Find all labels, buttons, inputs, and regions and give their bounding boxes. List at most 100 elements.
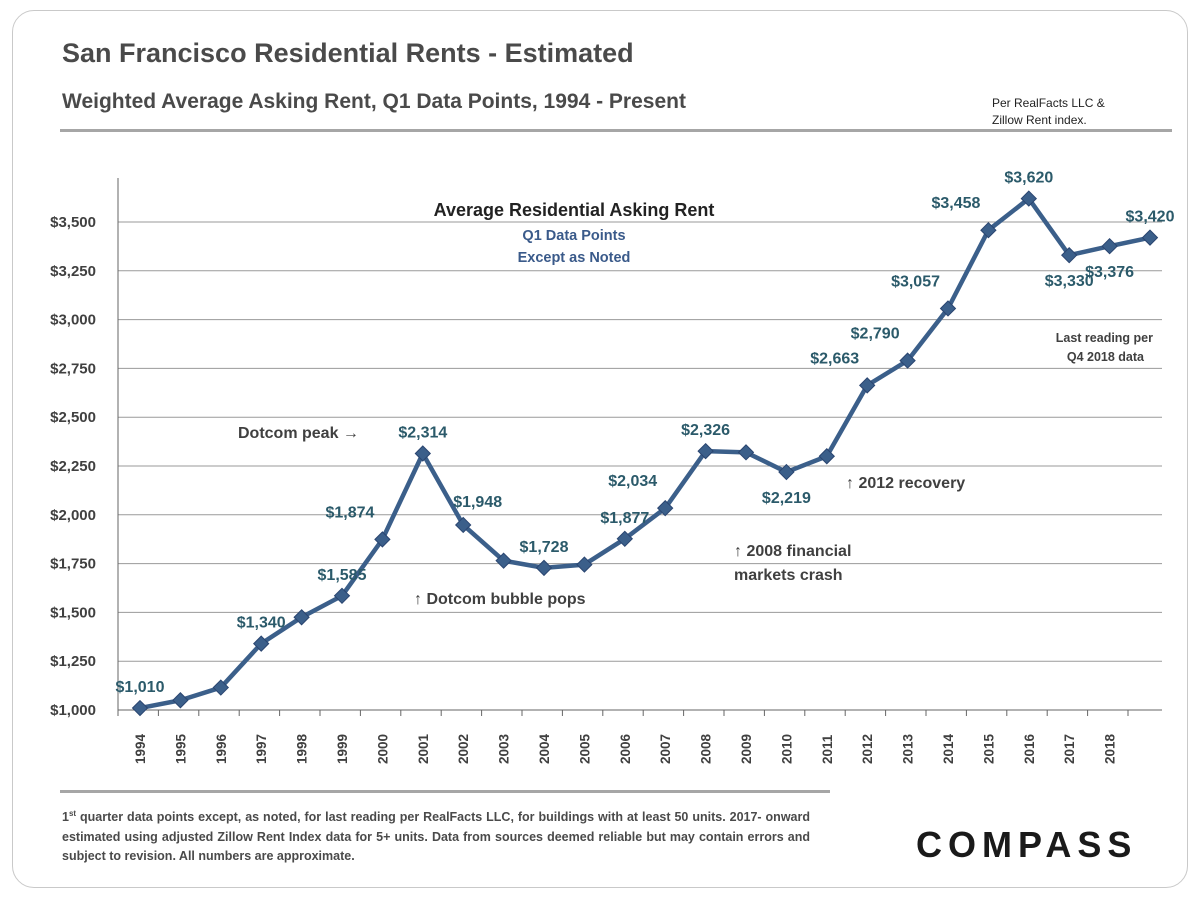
data-point-marker <box>576 556 593 573</box>
data-point-marker <box>252 635 270 652</box>
data-label: $3,330 <box>1045 273 1094 290</box>
data-label: $3,376 <box>1085 264 1134 281</box>
data-label: $1,948 <box>453 494 502 511</box>
data-point-marker <box>333 587 351 605</box>
x-tick-label: 2010 <box>779 734 794 764</box>
source-line-1: Per RealFacts LLC & <box>992 96 1105 110</box>
x-tick-label: 2017 <box>1062 734 1077 764</box>
data-label: $1,877 <box>600 510 649 527</box>
x-tick-label: 2015 <box>981 733 996 764</box>
data-point-marker <box>616 530 634 548</box>
x-tick-label: 2005 <box>577 733 592 764</box>
x-tick-label: 2002 <box>456 734 471 764</box>
y-tick-label: $3,500 <box>50 214 96 231</box>
footnote: 1st quarter data points except, as noted… <box>62 804 810 867</box>
x-tick-label: 2001 <box>416 733 431 764</box>
data-point-marker <box>1141 229 1159 246</box>
x-tick-label: 2006 <box>618 733 633 764</box>
header-divider <box>60 129 1172 132</box>
x-tick-label: 2014 <box>941 733 956 764</box>
y-tick-label: $1,250 <box>50 653 96 670</box>
y-tick-label: $3,000 <box>50 312 96 329</box>
data-label: $3,620 <box>1004 170 1053 187</box>
footer-divider <box>60 790 830 793</box>
x-tick-label: 2018 <box>1103 733 1118 764</box>
data-point-marker <box>818 448 836 465</box>
data-label: $3,420 <box>1126 209 1175 226</box>
annotation-2008-crash: ↑ 2008 financial <box>734 543 851 560</box>
annotation-last-reading: Q4 2018 data <box>1067 350 1145 364</box>
y-tick-label: $2,500 <box>50 409 96 426</box>
x-tick-label: 2000 <box>375 734 390 764</box>
footnote-sup: st <box>68 809 77 818</box>
x-tick-label: 2011 <box>820 734 835 764</box>
data-point-marker <box>939 300 957 317</box>
x-tick-label: 2012 <box>860 734 875 764</box>
data-point-marker <box>454 516 472 534</box>
slide-card <box>12 10 1188 888</box>
data-label: $3,057 <box>891 273 940 290</box>
data-point-marker <box>212 679 230 696</box>
data-point-marker <box>535 559 553 577</box>
y-tick-label: $2,000 <box>50 507 96 524</box>
annotation-dotcom-pops: ↑ Dotcom bubble pops <box>414 591 586 608</box>
x-tick-label: 2003 <box>497 733 512 764</box>
data-point-marker <box>293 609 310 626</box>
data-label: $2,219 <box>762 490 811 507</box>
data-point-marker <box>414 445 432 462</box>
x-tick-label: 1998 <box>295 733 310 764</box>
y-tick-label: $1,750 <box>50 556 96 573</box>
x-tick-label: 1997 <box>254 734 269 764</box>
data-point-marker <box>778 463 795 481</box>
data-label: $2,314 <box>398 425 447 442</box>
annotation-dotcom-peak: Dotcom peak → <box>238 425 359 442</box>
data-point-marker <box>1020 190 1038 207</box>
data-label: $1,585 <box>318 567 367 584</box>
compass-logo: COMPASS <box>916 824 1138 865</box>
x-tick-label: 2008 <box>699 733 714 764</box>
x-tick-label: 2004 <box>537 733 552 764</box>
data-point-marker <box>1060 246 1078 264</box>
chart-subtitle-line: Except as Noted <box>518 250 631 266</box>
data-point-marker <box>656 499 674 517</box>
data-point-marker <box>131 699 149 717</box>
data-label: $1,728 <box>520 539 569 556</box>
data-point-marker <box>697 442 714 460</box>
page-subtitle: Weighted Average Asking Rent, Q1 Data Po… <box>62 90 686 113</box>
annotation-last-reading: Last reading per <box>1056 331 1153 345</box>
annotation-2008-crash: markets crash <box>734 567 843 584</box>
x-tick-label: 1994 <box>133 733 148 764</box>
y-tick-label: $2,750 <box>50 360 96 377</box>
data-point-marker <box>374 531 391 548</box>
data-point-marker <box>495 552 512 569</box>
x-tick-label: 1999 <box>335 734 350 764</box>
data-label: $2,326 <box>681 422 730 439</box>
x-tick-label: 1995 <box>173 733 188 764</box>
data-label: $1,010 <box>116 679 165 696</box>
data-point-marker <box>737 444 755 461</box>
x-tick-label: 2016 <box>1022 733 1037 764</box>
chart-title: Average Residential Asking Rent <box>434 200 715 220</box>
data-point-marker <box>899 352 916 369</box>
footnote-lead: 1 <box>62 810 69 825</box>
data-label: $3,458 <box>931 195 980 212</box>
page-title: San Francisco Residential Rents - Estima… <box>62 38 634 68</box>
source-note: Per RealFacts LLC & Zillow Rent index. <box>992 95 1142 129</box>
data-label: $2,790 <box>851 326 900 343</box>
annotation-2012-recovery: ↑ 2012 recovery <box>846 475 965 492</box>
source-line-2: Zillow Rent index. <box>992 113 1087 127</box>
data-point-marker <box>980 221 997 239</box>
x-tick-label: 2007 <box>658 734 673 764</box>
x-tick-label: 2013 <box>901 733 916 764</box>
data-label: $2,663 <box>810 350 859 367</box>
x-tick-label: 1996 <box>214 733 229 764</box>
x-tick-label: 2009 <box>739 734 754 764</box>
y-tick-label: $2,250 <box>50 458 96 475</box>
chart-subtitle-line: Q1 Data Points <box>522 228 625 244</box>
data-point-marker <box>1101 237 1118 255</box>
data-label: $2,034 <box>608 473 657 490</box>
footnote-text: quarter data points except, as noted, fo… <box>62 810 810 864</box>
data-label: $1,340 <box>237 615 286 632</box>
data-point-marker <box>858 377 876 394</box>
